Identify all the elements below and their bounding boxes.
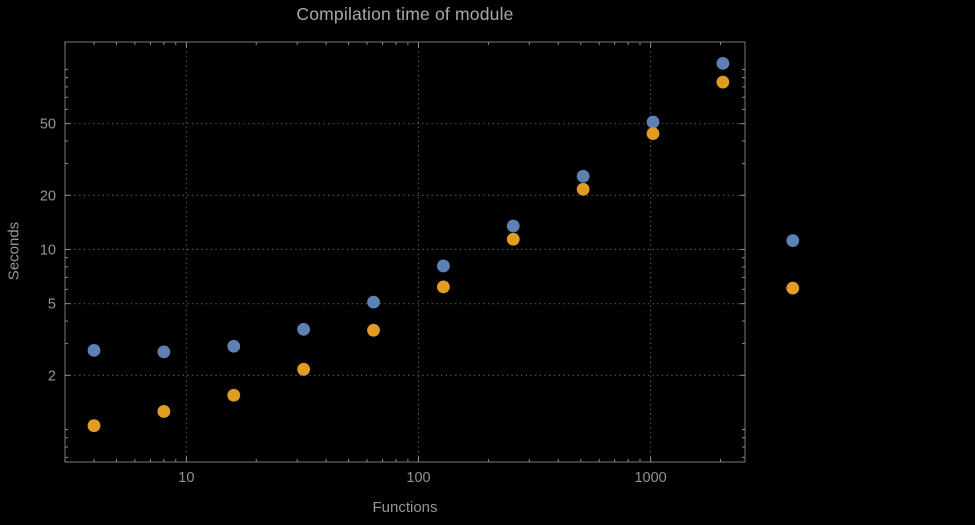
x-tick-label: 10: [178, 470, 194, 486]
data-point-series-2-orange: [646, 127, 660, 141]
data-point-series-1-blue: [87, 344, 101, 357]
data-point-series-2-orange: [716, 75, 730, 89]
data-point-series-1-blue: [367, 295, 380, 309]
data-point-series-1-blue: [716, 57, 730, 70]
y-tick-label: 50: [40, 117, 56, 133]
data-point-series-1-blue: [157, 345, 171, 359]
y-tick-label: 20: [40, 188, 56, 204]
x-tick-label: 1000: [634, 470, 666, 486]
data-point-series-1-blue: [227, 339, 241, 353]
y-tick-label: 5: [48, 297, 56, 313]
chart-title: Compilation time of module: [296, 4, 514, 24]
data-point-series-1-blue: [576, 169, 590, 183]
data-point-series-2-orange: [87, 419, 101, 433]
data-point-series-2-orange: [227, 388, 241, 402]
plot-frame: [64, 41, 746, 463]
data-point-series-2-orange: [786, 281, 800, 295]
data-point-series-2-orange: [297, 362, 311, 376]
data-point-series-1-blue: [646, 115, 660, 129]
data-point-series-2-orange: [436, 280, 450, 294]
data-point-series-1-blue: [786, 234, 800, 248]
data-point-series-2-orange: [157, 405, 171, 418]
y-tick-label: 10: [40, 242, 56, 258]
x-tick-label: 100: [406, 470, 430, 486]
x-axis-label: Functions: [372, 499, 438, 516]
data-point-series-1-blue: [297, 322, 311, 336]
data-point-series-2-orange: [367, 323, 380, 337]
y-axis-label: Seconds: [5, 221, 23, 281]
data-point-series-1-blue: [436, 259, 450, 273]
data-point-series-2-orange: [506, 232, 520, 246]
y-tick-label: 2: [48, 368, 56, 384]
data-point-series-2-orange: [576, 182, 590, 196]
data-point-series-1-blue: [506, 219, 520, 233]
